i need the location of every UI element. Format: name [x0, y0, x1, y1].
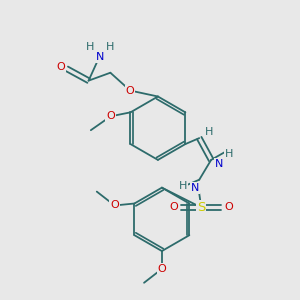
Text: H: H — [179, 181, 188, 191]
Text: H: H — [106, 42, 115, 52]
Text: O: O — [225, 202, 233, 212]
Text: N: N — [191, 183, 200, 193]
Text: O: O — [106, 111, 115, 121]
Text: N: N — [215, 159, 223, 169]
Text: O: O — [158, 264, 166, 274]
Text: O: O — [126, 85, 135, 96]
Text: O: O — [110, 200, 119, 211]
Text: O: O — [169, 202, 178, 212]
Text: O: O — [56, 62, 65, 72]
Text: H: H — [86, 42, 95, 52]
Text: H: H — [225, 149, 233, 159]
Text: N: N — [96, 52, 105, 62]
Text: H: H — [205, 127, 213, 137]
Text: S: S — [197, 201, 206, 214]
